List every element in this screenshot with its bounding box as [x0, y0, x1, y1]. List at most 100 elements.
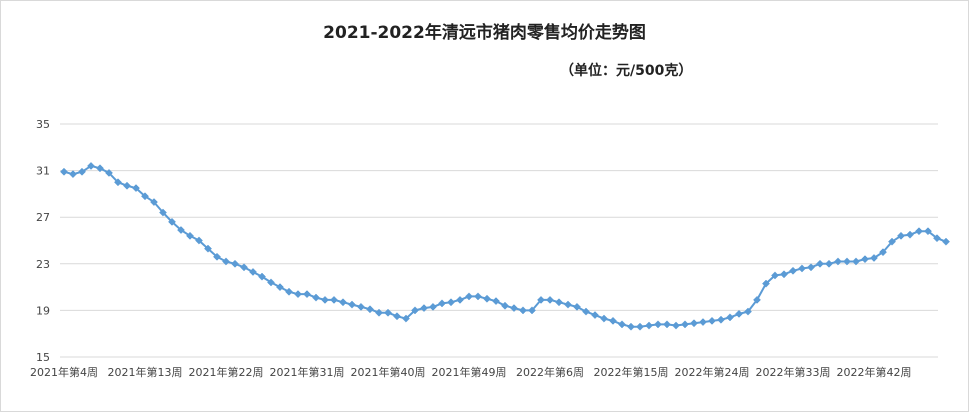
data-point	[447, 298, 455, 307]
data-point	[384, 308, 392, 317]
data-point	[285, 287, 293, 296]
data-point	[78, 167, 86, 176]
data-point	[546, 295, 554, 304]
data-point	[609, 316, 617, 325]
data-point	[456, 295, 464, 304]
y-tick-label: 19	[36, 304, 50, 317]
data-point	[942, 237, 950, 246]
data-point	[222, 257, 230, 266]
data-point	[861, 255, 869, 264]
data-point	[204, 244, 212, 253]
data-point	[591, 311, 599, 320]
data-point	[231, 259, 239, 268]
data-point	[555, 298, 563, 307]
data-point	[330, 295, 338, 304]
data-point	[870, 254, 878, 262]
data-point	[249, 268, 257, 276]
data-point	[762, 279, 770, 288]
data-point	[879, 248, 887, 257]
y-tick-label: 31	[36, 165, 50, 178]
data-point	[474, 292, 482, 301]
data-point	[87, 161, 95, 170]
data-point	[645, 321, 653, 330]
data-point	[573, 302, 581, 311]
data-point	[834, 257, 842, 266]
y-tick-label: 35	[36, 118, 50, 131]
data-point	[825, 259, 833, 268]
x-tick-label: 2021年第22周	[189, 365, 264, 379]
data-point	[150, 198, 158, 207]
data-point	[159, 208, 167, 217]
data-point	[537, 295, 545, 304]
chart-title: 2021-2022年清远市猪肉零售均价走势图	[323, 23, 646, 43]
data-point	[357, 302, 365, 311]
x-tick-label: 2021年第40周	[351, 365, 426, 379]
data-point	[681, 320, 689, 329]
data-point	[429, 302, 437, 311]
data-point	[933, 234, 941, 243]
data-point	[780, 270, 788, 279]
data-point	[654, 320, 662, 329]
data-point	[132, 184, 140, 193]
data-point	[312, 293, 320, 302]
x-tick-label: 2021年第13周	[108, 365, 183, 379]
data-point	[60, 167, 68, 176]
data-point	[663, 320, 671, 329]
data-point	[195, 236, 203, 245]
data-point	[276, 283, 284, 292]
x-tick-label: 2022年第33周	[756, 365, 831, 379]
data-point	[402, 314, 410, 323]
data-point	[708, 316, 716, 325]
data-point	[600, 314, 608, 323]
data-point	[717, 315, 725, 324]
data-point	[465, 292, 473, 301]
data-point	[735, 309, 743, 318]
data-point	[114, 178, 122, 187]
data-point	[915, 227, 923, 236]
data-point	[798, 264, 806, 273]
data-point	[258, 272, 266, 281]
data-point	[321, 295, 329, 304]
data-point	[888, 237, 896, 246]
x-tick-label: 2022年第15周	[594, 365, 669, 379]
x-tick-label: 2022年第42周	[837, 365, 912, 379]
data-point	[726, 313, 734, 322]
data-point	[564, 300, 572, 309]
x-tick-label: 2021年第31周	[270, 365, 345, 379]
data-point	[753, 295, 761, 304]
y-tick-label: 15	[36, 351, 50, 364]
data-point	[240, 263, 248, 272]
data-point	[339, 298, 347, 307]
data-point	[177, 226, 185, 234]
data-point	[528, 306, 536, 315]
data-point	[123, 181, 131, 190]
data-point	[213, 252, 221, 261]
data-point	[186, 231, 194, 240]
data-point	[105, 168, 113, 177]
data-point	[393, 312, 401, 321]
data-point	[672, 321, 680, 330]
data-point	[744, 307, 752, 316]
data-point	[294, 290, 302, 299]
data-point	[897, 231, 905, 240]
y-tick-label: 27	[36, 211, 50, 224]
data-point	[816, 259, 824, 268]
data-point	[519, 306, 527, 315]
data-point	[141, 192, 149, 201]
data-point	[924, 227, 932, 236]
chart-subtitle: （单位：元/500克）	[560, 63, 693, 79]
data-point	[807, 263, 815, 272]
data-point	[510, 304, 518, 313]
data-point	[501, 301, 509, 310]
x-tick-label: 2021年第4周	[30, 365, 98, 379]
x-tick-label: 2021年第49周	[432, 365, 507, 379]
data-point	[96, 164, 104, 173]
data-point	[636, 322, 644, 331]
data-point	[789, 266, 797, 275]
data-point	[852, 257, 860, 266]
data-point	[492, 297, 500, 306]
data-point	[411, 306, 419, 315]
x-tick-label: 2022年第24周	[675, 365, 750, 379]
data-point	[267, 278, 275, 287]
